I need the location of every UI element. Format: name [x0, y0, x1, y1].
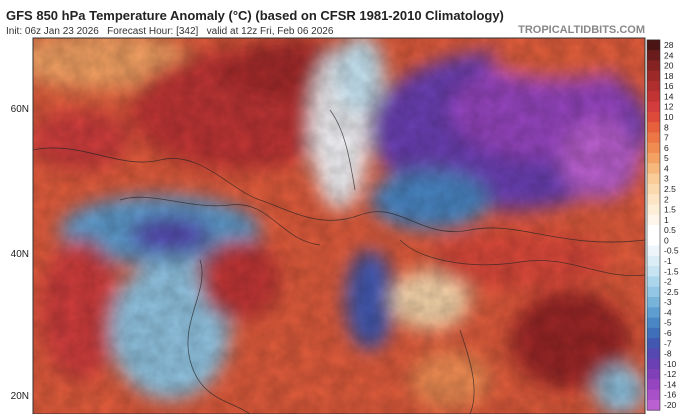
- colorbar-swatch: [647, 153, 660, 164]
- colorbar-label: -14: [664, 379, 677, 389]
- colorbar-swatch: [647, 399, 660, 411]
- colorbar-swatch: [647, 225, 660, 236]
- colorbar-swatch: [647, 50, 660, 61]
- colorbar-label: -2: [664, 277, 672, 287]
- latitude-labels: 60N 40N 20N: [11, 104, 29, 402]
- colorbar-label: 1.5: [664, 205, 676, 215]
- map: [33, 38, 645, 414]
- colorbar-swatch: [647, 255, 660, 267]
- colorbar-label: -7: [664, 338, 672, 348]
- colorbar-swatch: [647, 327, 660, 339]
- colorbar-label: 16: [664, 81, 674, 91]
- colorbar-label: 0: [664, 235, 669, 245]
- colorbar-frame: [646, 39, 661, 411]
- colorbar-label: -8: [664, 349, 672, 359]
- colorbar-swatch: [647, 132, 660, 144]
- colorbar-label: 6: [664, 143, 669, 153]
- colorbar-swatch: [647, 276, 660, 288]
- colorbar-swatch: [647, 317, 660, 329]
- colorbar-swatch: [647, 194, 660, 205]
- colorbar-swatch: [647, 214, 660, 226]
- colorbar-label: 1: [664, 215, 669, 225]
- colorbar-label: 10: [664, 112, 674, 122]
- colorbar-swatch: [647, 286, 660, 298]
- colorbar-swatch: [647, 235, 660, 247]
- colorbar-swatch: [647, 163, 660, 175]
- colorbar-label: -10: [664, 359, 677, 369]
- colorbar-swatch: [647, 39, 660, 51]
- colorbar-label: -5: [664, 318, 672, 328]
- colorbar-label: 3: [664, 174, 669, 184]
- colorbar-label: -4: [664, 307, 672, 317]
- latitude-label: 40N: [11, 249, 29, 260]
- colorbar-swatch: [647, 369, 660, 380]
- colorbar-swatch: [647, 297, 660, 308]
- colorbar-swatch: [647, 338, 660, 349]
- colorbar-label: -1.5: [664, 266, 679, 276]
- latitude-label: 20N: [11, 391, 29, 402]
- colorbar-swatch: [647, 183, 660, 195]
- colorbar-label: -16: [664, 390, 677, 400]
- watermark: TROPICALTIDBITS.COM: [518, 24, 645, 36]
- colorbar-label: 4: [664, 163, 669, 173]
- colorbar-swatch: [647, 91, 660, 103]
- colorbar-swatch: [647, 266, 660, 277]
- colorbar-swatch: [647, 358, 660, 370]
- colorbar-label: 8: [664, 122, 669, 132]
- colorbar-label: -12: [664, 369, 677, 379]
- colorbar-label: 28: [664, 40, 674, 50]
- colorbar-swatch: [647, 348, 660, 360]
- colorbar-swatch: [647, 101, 660, 113]
- colorbar-label: -6: [664, 328, 672, 338]
- latitude-label: 60N: [11, 104, 29, 115]
- title: GFS 850 hPa Temperature Anomaly (°C) (ba…: [6, 8, 504, 23]
- colorbar-swatch: [647, 389, 660, 401]
- colorbar-swatch: [647, 70, 660, 82]
- colorbar-label: -3: [664, 297, 672, 307]
- colorbar-swatch: [647, 307, 660, 319]
- colorbar-label: 0.5: [664, 225, 676, 235]
- colorbar-swatch: [647, 245, 660, 257]
- colorbar-label: 2.5: [664, 184, 676, 194]
- colorbar-label: -20: [664, 400, 677, 410]
- colorbar-swatch: [647, 173, 660, 185]
- colorbar-label: -1: [664, 256, 672, 266]
- subtitle: Init: 06z Jan 23 2026 Forecast Hour: [34…: [6, 26, 334, 37]
- colorbar: 28242018161412108765432.521.510.50-0.5-1…: [646, 39, 679, 411]
- colorbar-swatch: [647, 81, 660, 92]
- colorbar-swatch: [647, 379, 660, 391]
- colorbar-swatch: [647, 111, 660, 123]
- colorbar-label: 2: [664, 194, 669, 204]
- colorbar-label: 7: [664, 133, 669, 143]
- colorbar-label: 20: [664, 61, 674, 71]
- colorbar-label: 24: [664, 50, 674, 60]
- colorbar-label: 12: [664, 102, 674, 112]
- colorbar-swatch: [647, 122, 660, 133]
- colorbar-label: 14: [664, 91, 674, 101]
- colorbar-label: 18: [664, 71, 674, 81]
- colorbar-label: -2.5: [664, 287, 679, 297]
- colorbar-label: -0.5: [664, 246, 679, 256]
- colorbar-swatch: [647, 204, 660, 216]
- colorbar-swatch: [647, 60, 660, 72]
- colorbar-swatch: [647, 142, 660, 154]
- colorbar-label: 5: [664, 153, 669, 163]
